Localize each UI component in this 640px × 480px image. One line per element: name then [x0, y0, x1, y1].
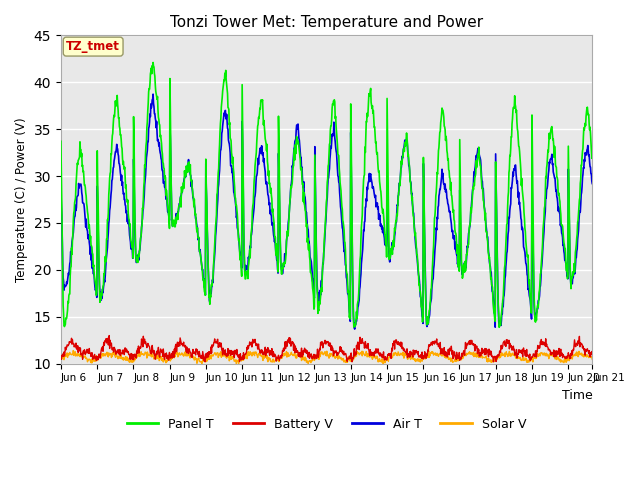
Air T: [147, 114, 154, 120]
Y-axis label: Temperature (C) / Power (V): Temperature (C) / Power (V): [15, 117, 28, 282]
Air T: [351, 326, 358, 332]
Solar V: [337, 355, 345, 360]
Line: Battery V: Battery V: [61, 336, 592, 362]
Panel T: [348, 178, 355, 184]
Solar V: [57, 353, 65, 359]
Solar V: [147, 353, 155, 359]
Solar V: [70, 348, 77, 353]
Panel T: [237, 254, 244, 260]
Panel T: [495, 324, 503, 330]
Air T: [127, 246, 135, 252]
Battery V: [348, 354, 355, 360]
Battery V: [490, 359, 497, 365]
Solar V: [588, 356, 596, 362]
Air T: [57, 185, 65, 191]
Air T: [288, 177, 296, 182]
Battery V: [288, 341, 296, 347]
Text: TZ_tmet: TZ_tmet: [66, 40, 120, 53]
Air T: [348, 192, 355, 197]
Line: Solar V: Solar V: [61, 350, 592, 364]
Line: Panel T: Panel T: [61, 62, 592, 327]
Title: Tonzi Tower Met: Temperature and Power: Tonzi Tower Met: Temperature and Power: [170, 15, 483, 30]
Battery V: [237, 351, 244, 357]
Battery V: [147, 348, 155, 354]
X-axis label: Time: Time: [561, 389, 592, 402]
Panel T: [127, 240, 135, 246]
Solar V: [232, 361, 240, 367]
Battery V: [588, 348, 596, 354]
Battery V: [128, 353, 136, 359]
Panel T: [149, 60, 157, 65]
Battery V: [337, 348, 344, 354]
Panel T: [147, 71, 154, 77]
Solar V: [128, 359, 136, 365]
Legend: Panel T, Battery V, Air T, Solar V: Panel T, Battery V, Air T, Solar V: [122, 413, 531, 436]
Panel T: [588, 150, 596, 156]
Line: Air T: Air T: [61, 94, 592, 329]
Battery V: [106, 333, 113, 338]
Air T: [149, 91, 157, 97]
Air T: [237, 250, 244, 255]
Battery V: [57, 353, 65, 359]
Solar V: [237, 357, 244, 362]
Solar V: [289, 351, 296, 357]
Air T: [337, 204, 344, 210]
Air T: [588, 180, 596, 186]
Panel T: [57, 138, 65, 144]
Panel T: [288, 182, 296, 188]
Panel T: [337, 184, 344, 190]
Solar V: [348, 356, 356, 361]
